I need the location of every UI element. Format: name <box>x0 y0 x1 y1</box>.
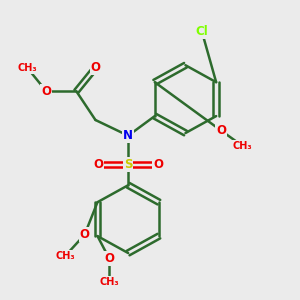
Text: O: O <box>91 61 100 74</box>
Text: O: O <box>80 228 89 241</box>
Text: Cl: Cl <box>195 25 208 38</box>
Text: O: O <box>41 85 51 98</box>
Text: CH₃: CH₃ <box>99 277 119 287</box>
Text: S: S <box>124 158 132 171</box>
Text: O: O <box>216 124 226 137</box>
Text: N: N <box>123 129 133 142</box>
Text: O: O <box>104 252 114 265</box>
Text: CH₃: CH₃ <box>233 141 253 151</box>
Text: CH₃: CH₃ <box>17 63 37 73</box>
Text: O: O <box>93 158 103 171</box>
Text: CH₃: CH₃ <box>56 251 75 261</box>
Text: O: O <box>153 158 163 171</box>
